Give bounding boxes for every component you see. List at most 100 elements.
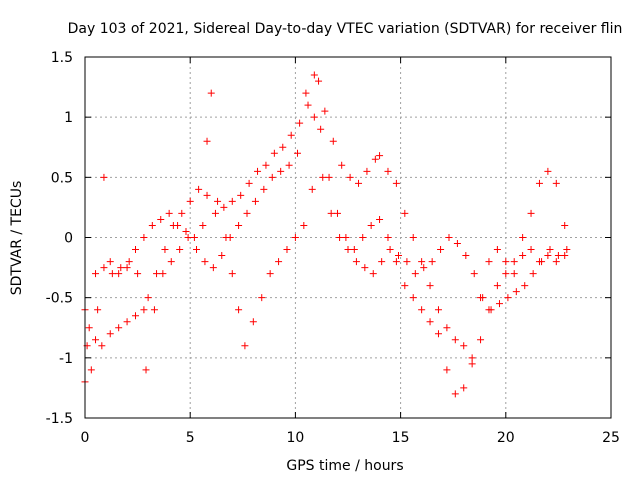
data-point [167, 258, 175, 266]
data-point [283, 246, 291, 254]
data-point [434, 330, 442, 338]
data-point [228, 197, 236, 205]
data-point [428, 258, 436, 266]
data-point [563, 246, 571, 254]
data-point [178, 209, 186, 217]
data-point [538, 258, 546, 266]
data-point [176, 246, 184, 254]
data-point [384, 167, 392, 175]
data-point [529, 270, 537, 278]
x-tick-label: 15 [392, 430, 410, 446]
data-point [411, 270, 419, 278]
data-point [409, 294, 417, 302]
data-point [279, 143, 287, 151]
data-point [443, 366, 451, 374]
series-0 [81, 71, 569, 362]
data-point [140, 234, 148, 241]
data-point [159, 270, 167, 278]
data-point [344, 246, 352, 254]
data-point [153, 270, 161, 278]
data-point [260, 185, 268, 193]
data-point [245, 179, 253, 187]
data-point [87, 366, 95, 374]
data-point [386, 246, 394, 254]
data-point [315, 77, 323, 85]
data-point [148, 221, 156, 229]
data-point [392, 258, 400, 266]
data-point [131, 246, 139, 254]
data-point [140, 306, 148, 314]
data-point [182, 227, 190, 235]
data-point [418, 306, 426, 314]
data-point [203, 191, 211, 199]
data-point [296, 119, 304, 127]
data-point [308, 185, 316, 193]
data-point [100, 173, 108, 181]
data-point [401, 209, 409, 217]
data-point [445, 234, 453, 241]
data-point [237, 191, 245, 199]
data-point [193, 246, 201, 254]
data-point [346, 173, 354, 181]
data-point [418, 258, 426, 266]
data-point [378, 258, 386, 266]
data-point [409, 234, 417, 241]
data-point [285, 161, 293, 169]
data-point [123, 264, 131, 272]
data-point [510, 270, 518, 278]
data-point [294, 149, 302, 157]
data-point [521, 282, 529, 290]
data-point [310, 71, 318, 79]
data-point [317, 125, 325, 133]
data-point [302, 89, 310, 97]
data-point [527, 209, 535, 217]
data-point [220, 203, 228, 211]
data-point [161, 246, 169, 254]
data-point [211, 209, 219, 217]
data-point [451, 336, 459, 344]
data-point [333, 209, 341, 217]
data-point [451, 390, 459, 398]
data-point [462, 252, 470, 260]
data-point [108, 270, 116, 278]
data-point [106, 330, 114, 338]
data-point [434, 306, 442, 314]
data-point [394, 252, 402, 260]
data-point [554, 252, 562, 260]
data-point [92, 336, 100, 344]
data-point [561, 252, 569, 260]
data-point [336, 234, 344, 241]
data-point [165, 209, 173, 217]
data-point [243, 209, 251, 217]
data-point [552, 179, 560, 187]
data-point [544, 167, 552, 175]
data-point [98, 342, 106, 350]
data-point [199, 221, 207, 229]
data-point [270, 149, 278, 157]
data-point [304, 101, 312, 109]
data-point [228, 270, 236, 278]
data-point [144, 294, 152, 302]
y-tick-label: -1 [59, 351, 73, 367]
data-point [479, 294, 487, 302]
x-tick-label: 10 [286, 430, 304, 446]
data-point [142, 366, 150, 374]
data-point [186, 197, 194, 205]
data-point [195, 185, 203, 193]
data-point [510, 258, 518, 266]
data-point [350, 246, 358, 254]
data-point [359, 234, 367, 241]
data-point [468, 354, 476, 362]
data-point [226, 234, 234, 241]
data-point [125, 258, 133, 266]
data-point [249, 318, 257, 326]
x-tick-label: 0 [81, 430, 90, 446]
data-point [363, 167, 371, 175]
data-point [420, 264, 428, 272]
data-point [106, 258, 114, 266]
data-point [487, 306, 495, 314]
data-point [209, 264, 217, 272]
data-point [468, 360, 476, 368]
data-point [123, 318, 131, 326]
